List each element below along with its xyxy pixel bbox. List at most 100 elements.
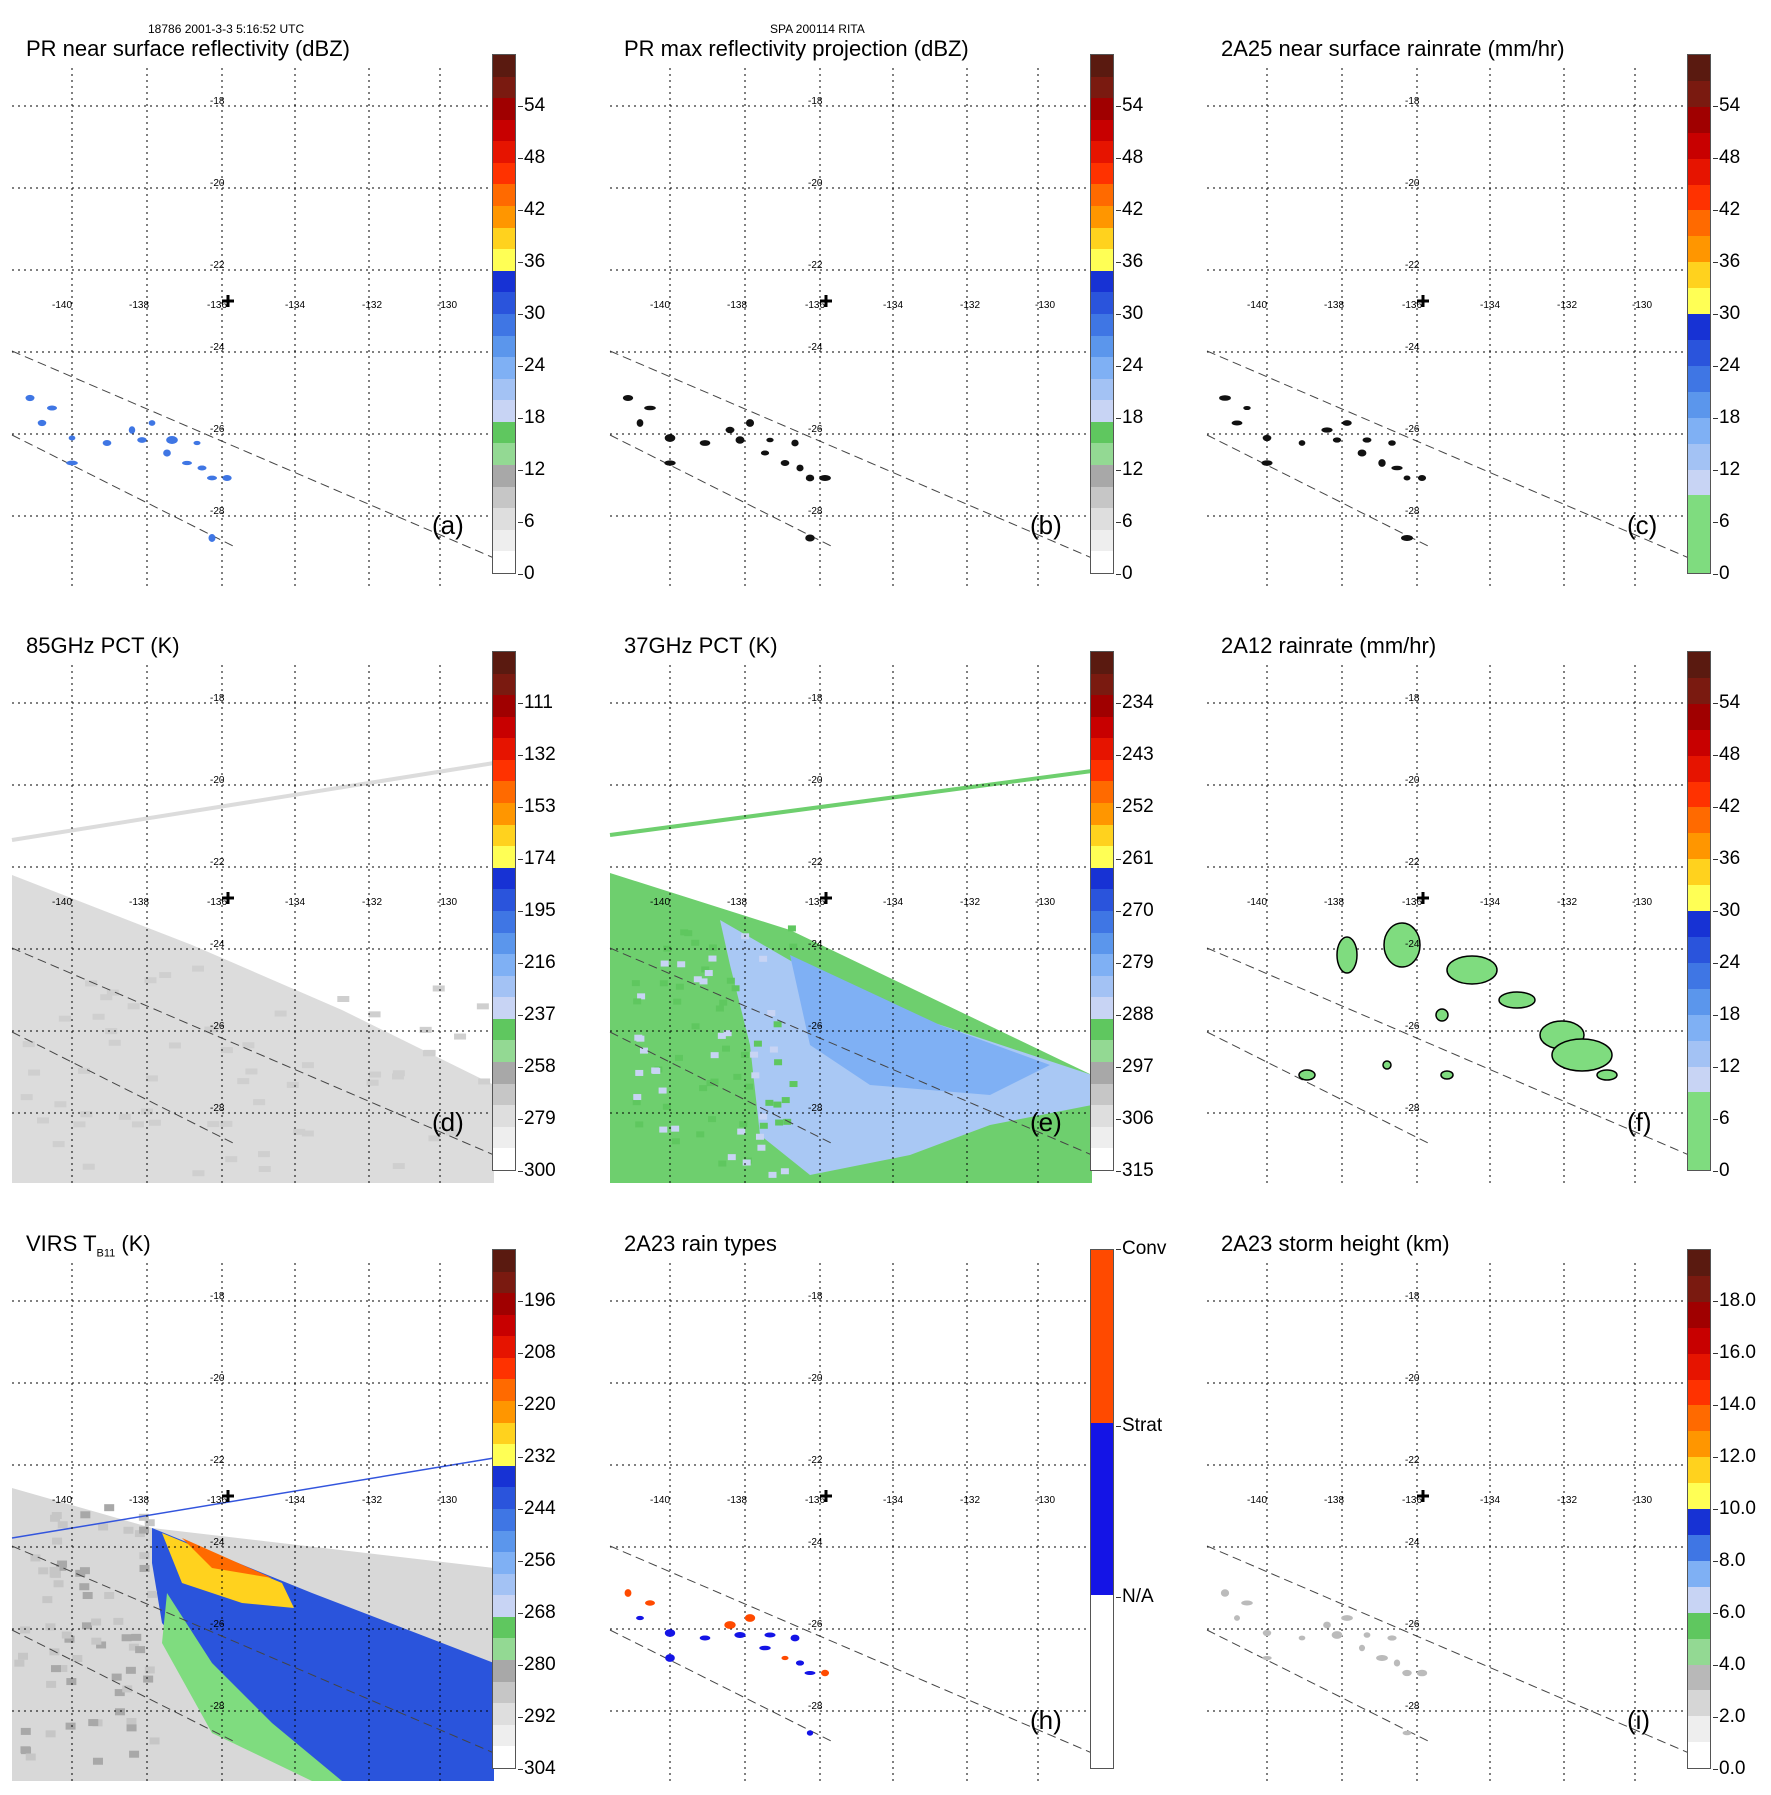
colorbar-segment <box>493 1040 515 1062</box>
panel-d: 85GHz PCT (K) -140 -138 -136 -134 -132 -130 -18… <box>0 633 585 1197</box>
texture-cell <box>719 999 728 1006</box>
lon-label: -130 <box>437 300 457 311</box>
lat-label: -28 <box>210 1701 225 1712</box>
lat-label: -28 <box>808 506 823 517</box>
texture-cell <box>100 994 113 1001</box>
rain-cell <box>1362 437 1372 443</box>
rain-cell <box>699 440 711 446</box>
colorbar-segment <box>493 1508 515 1531</box>
colorbar-segment <box>1091 759 1113 782</box>
colorbar-segment <box>1688 417 1710 444</box>
panel-title: PR near surface reflectivity (dBZ) <box>26 36 350 62</box>
colorbar-segment <box>493 975 515 998</box>
rain-cell <box>796 464 804 472</box>
rain-cell <box>664 460 676 466</box>
rain-cell <box>795 1660 805 1666</box>
colorbar-tick-label: 0 <box>1713 563 1730 584</box>
rain-cell <box>791 439 799 447</box>
lon-label: -138 <box>129 300 149 311</box>
colorbar-tick-label: 14.0 <box>1713 1394 1756 1415</box>
texture-cell <box>722 1045 731 1052</box>
rain-cell <box>46 405 58 411</box>
texture-cell <box>25 1753 36 1761</box>
texture-cell <box>168 1042 181 1049</box>
colorbar-tick-label: 18 <box>1712 407 1741 428</box>
colorbar-tick-label: 48 <box>1712 147 1741 168</box>
lat-label: -24 <box>210 939 225 950</box>
texture-cell <box>129 1750 140 1758</box>
colorbar-segment <box>1688 755 1710 782</box>
texture-cell <box>432 985 445 992</box>
texture-cell <box>715 1005 724 1012</box>
colorbar-segment <box>493 1083 515 1106</box>
texture-cell <box>144 1666 155 1674</box>
lon-label: -138 <box>1324 897 1344 908</box>
texture-cell <box>781 1097 790 1104</box>
lon-label: -132 <box>960 897 980 908</box>
texture-cell <box>701 966 710 973</box>
colorbar-segment <box>1091 249 1113 271</box>
colorbar-tick-label: 24 <box>1712 355 1741 376</box>
colorbar-tick-label: 279 <box>1116 952 1154 973</box>
colorbar-ticks: 315 306 297 288 279 270 261 252 243 234 <box>1116 651 1188 1181</box>
colorbar-tick-label: 268 <box>518 1602 556 1623</box>
swath-boundary <box>11 350 495 559</box>
texture-cell <box>79 1583 90 1591</box>
texture-cell <box>699 978 708 985</box>
texture-cell <box>96 1641 107 1649</box>
colorbar-segment <box>493 378 515 401</box>
lat-label: -26 <box>210 424 225 435</box>
rain-cell <box>1402 1669 1412 1677</box>
colorbar-segment <box>1091 206 1113 228</box>
colorbar-tick-label: 42 <box>1712 199 1741 220</box>
colorbar-segment <box>1688 833 1710 860</box>
swath-boundary <box>609 1629 836 1744</box>
colorbar-tick-label: 12 <box>1712 459 1741 480</box>
colorbar <box>1687 54 1711 574</box>
colorbar-tick-label: 306 <box>1116 1108 1154 1129</box>
rain-cell <box>804 1670 816 1676</box>
lat-label: -28 <box>1405 1701 1420 1712</box>
colorbar-segment <box>493 997 515 1019</box>
colorbar-segment <box>493 1530 515 1553</box>
colorbar-segment <box>493 313 515 336</box>
rain-cell <box>1387 1635 1397 1641</box>
rain-cell <box>163 449 171 457</box>
colorbar-tick-label: 48 <box>1712 744 1741 765</box>
storm-center-icon <box>820 295 832 307</box>
texture-cell <box>72 1654 83 1662</box>
colorbar-segment <box>1688 495 1710 522</box>
lon-label: -130 <box>1035 897 1055 908</box>
colorbar-segment <box>493 695 515 717</box>
lon-label: -134 <box>883 300 903 311</box>
colorbar-segment <box>493 824 515 847</box>
swath-boundary <box>11 947 495 1156</box>
colorbar-segment <box>493 652 515 674</box>
panel-title: 37GHz PCT (K) <box>624 633 778 659</box>
texture-cell <box>753 1040 762 1047</box>
lat-label: -26 <box>1405 1021 1420 1032</box>
texture-cell <box>143 1675 154 1683</box>
rain-cell <box>1363 1632 1371 1638</box>
colorbar-segment <box>1688 1716 1710 1743</box>
rain-cell <box>222 475 232 481</box>
lat-label: -26 <box>1405 1619 1420 1630</box>
colorbar-segment <box>493 1552 515 1574</box>
colorbar-segment <box>1688 1483 1710 1510</box>
texture-cell <box>122 1685 133 1693</box>
colorbar-segment <box>1091 1422 1113 1509</box>
rain-area <box>1336 936 1358 974</box>
colorbar-segment <box>1091 695 1113 717</box>
lat-label: -20 <box>808 1373 823 1384</box>
lon-label: -136 <box>1402 1495 1422 1506</box>
colorbar-segment <box>493 206 515 228</box>
texture-cell <box>768 1171 777 1178</box>
colorbar-tick-label: 30 <box>1712 303 1741 324</box>
lat-label: -18 <box>210 1291 225 1302</box>
colorbar-tick-label: 2.0 <box>1712 1706 1746 1727</box>
texture-cell <box>253 1099 266 1106</box>
lon-label: -130 <box>437 897 457 908</box>
colorbar-segment <box>493 1465 515 1488</box>
rain-area <box>1383 922 1421 968</box>
colorbar-segment <box>1091 1040 1113 1062</box>
